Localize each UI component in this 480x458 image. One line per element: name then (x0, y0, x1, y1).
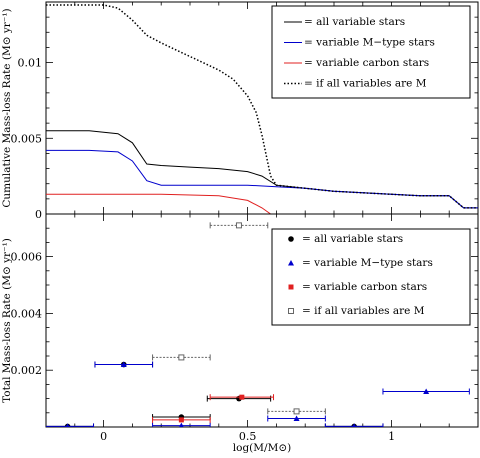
legend-entry-3: = variable carbon stars (284, 57, 429, 69)
chart-panel-1: 0 0.005 0.01 Cumulative Mass-loss Rate (M⊙ … (1, 1, 479, 221)
legend-entry-4: = if all variables are M (284, 78, 427, 90)
legend-entry-1: = all variable stars (288, 233, 403, 245)
legend-label: = variable M−type stars (304, 37, 435, 49)
legend-label: = variable carbon stars (302, 281, 427, 293)
plot-frame (45, 213, 479, 428)
series-line-3 (46, 193, 271, 214)
y-axis-label: Cumulative Mass-loss Rate (M⊙ yr⁻¹) (1, 8, 13, 207)
legend-box (271, 5, 471, 99)
legend-label: = variable M−type stars (302, 257, 433, 269)
marker-open-square (293, 408, 300, 415)
legend-label: = variable carbon stars (304, 57, 429, 69)
series-line-1 (46, 130, 478, 209)
data-point (46, 423, 95, 427)
marker-triangle (65, 423, 70, 427)
legend-entry-2: = variable M−type stars (284, 37, 435, 49)
data-point (152, 354, 211, 361)
series-line-2 (46, 149, 478, 209)
marker-square (288, 284, 294, 290)
data-point (94, 361, 154, 368)
data-point (206, 395, 272, 402)
legend-label: = all variable stars (304, 16, 405, 28)
legend-entry-4: = if all variables are M (288, 305, 425, 317)
chart-panel-2: 0.002 0.004 0.006 0 0.5 1 Total Mass-loss Rate… (1, 213, 479, 454)
marker-triangle (352, 423, 357, 427)
y-tick-label: 0.004 (11, 307, 43, 320)
plot-area (46, 222, 470, 427)
legend-box (271, 228, 471, 326)
marker-triangle (288, 260, 294, 266)
marker-triangle (178, 422, 184, 427)
data-point (152, 422, 211, 427)
x-tick-label: 1 (388, 430, 395, 443)
x-tick-label: 0.5 (239, 430, 257, 443)
y-axis-label: Total Mass-loss Rate (M⊙ yr⁻¹) (1, 238, 13, 403)
series-line-4 (46, 4, 478, 209)
marker-triangle (423, 388, 430, 394)
data-point (152, 416, 211, 423)
y-tick-label: 0.01 (18, 57, 43, 70)
marker-triangle (120, 361, 127, 368)
x-tick-label: 0 (100, 430, 107, 443)
legend-label: = if all variables are M (304, 78, 427, 90)
marker-open-square (178, 354, 185, 361)
data-point (209, 222, 269, 229)
data-point (324, 423, 384, 427)
legend: = all variable stars = variable M−type st… (271, 228, 471, 326)
x-axis-label: log(M/M⊙) (233, 442, 291, 454)
data-point (209, 394, 275, 401)
marker-square (178, 417, 184, 423)
legend-entry-2: = variable M−type stars (288, 257, 433, 269)
y-tick-label: 0.006 (11, 251, 43, 264)
marker-circle (288, 236, 294, 242)
legend-label: = all variable stars (302, 233, 403, 245)
marker-triangle (293, 415, 300, 421)
plot-area (46, 4, 478, 214)
data-point (267, 415, 326, 422)
legend: = all variable stars = variable M−type st… (271, 5, 471, 99)
legend-label: = if all variables are M (302, 305, 425, 317)
legend-entry-1: = all variable stars (284, 16, 405, 28)
data-point (267, 408, 326, 415)
marker-open-square (288, 308, 294, 314)
marker-open-square (235, 222, 242, 229)
data-point (382, 388, 470, 395)
y-tick-label: 0.005 (11, 132, 43, 145)
legend-entry-3: = variable carbon stars (288, 281, 427, 293)
marker-square (239, 394, 245, 400)
y-tick-label: 0.002 (11, 364, 43, 377)
y-tick-label: 0 (35, 208, 42, 221)
